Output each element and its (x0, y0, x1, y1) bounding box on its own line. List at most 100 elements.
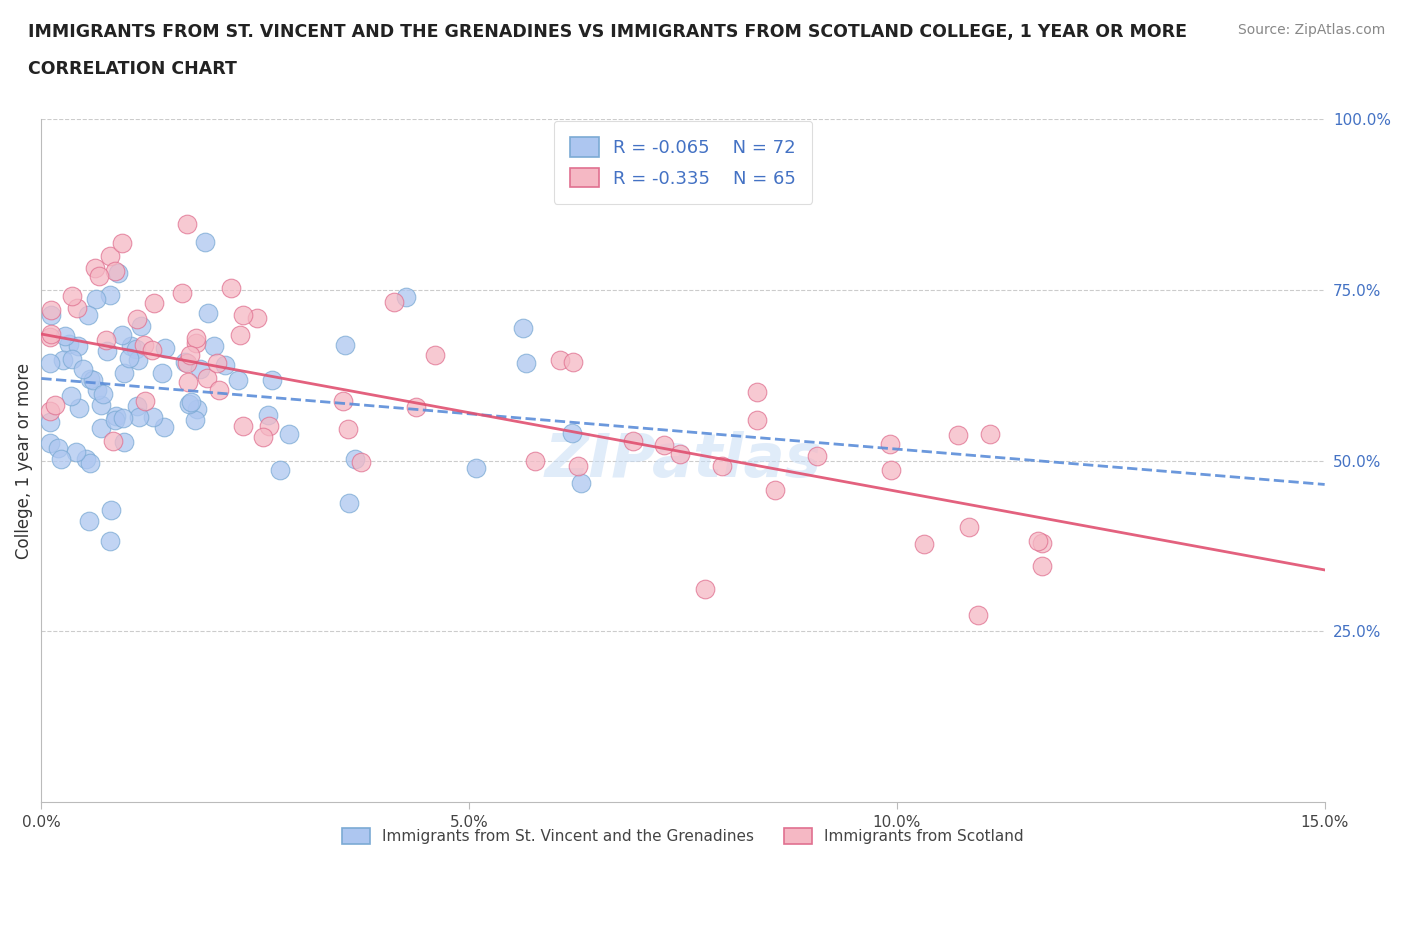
Point (125, 342, 148, 357)
Point (38, 329, 60, 344)
Point (60, 289, 83, 304)
Point (176, 356, 198, 371)
Point (60, 389, 83, 404)
Point (344, 452, 367, 467)
Point (118, 351, 141, 365)
Point (55, 329, 77, 344)
Point (103, 434, 125, 449)
Point (134, 394, 156, 409)
Text: CORRELATION CHART: CORRELATION CHART (28, 60, 238, 78)
Point (745, 412, 768, 427)
Point (569, 476, 592, 491)
Point (246, 311, 269, 325)
Point (44, 398, 66, 413)
Point (66, 339, 89, 353)
Point (153, 340, 176, 355)
Point (79, 371, 101, 386)
Point (561, 426, 583, 441)
Point (226, 373, 249, 388)
Point (277, 427, 299, 442)
Point (96, 332, 118, 347)
Point (405, 399, 427, 414)
Point (567, 458, 589, 473)
Point (127, 399, 149, 414)
Point (180, 394, 202, 409)
Point (336, 422, 359, 437)
Point (332, 394, 354, 409)
Point (350, 455, 373, 470)
Point (152, 419, 174, 434)
Point (957, 519, 980, 534)
Point (38, 355, 60, 370)
Point (946, 428, 969, 443)
Point (763, 483, 786, 498)
Point (747, 385, 769, 400)
Point (259, 418, 281, 433)
Point (333, 338, 356, 352)
Point (58, 337, 80, 352)
Point (141, 343, 163, 358)
Point (127, 352, 149, 367)
Point (515, 356, 537, 371)
Point (111, 327, 134, 342)
Point (87, 269, 110, 284)
Point (262, 372, 284, 387)
Point (179, 348, 201, 363)
Point (173, 354, 195, 369)
Point (52, 352, 75, 367)
Point (257, 408, 280, 423)
Point (111, 410, 134, 425)
Point (177, 375, 200, 390)
Point (465, 460, 488, 475)
Point (184, 331, 207, 346)
Point (38, 415, 60, 430)
Point (197, 305, 219, 320)
Point (879, 463, 901, 478)
Point (183, 413, 205, 428)
Point (205, 355, 228, 370)
Point (912, 536, 935, 551)
Point (1028, 533, 1050, 548)
Point (38, 436, 60, 451)
Point (695, 581, 717, 596)
Point (46, 441, 69, 456)
Point (214, 357, 236, 372)
Point (79, 456, 101, 471)
Point (86, 292, 108, 307)
Point (232, 418, 254, 433)
Point (82, 373, 104, 388)
Point (104, 413, 127, 428)
Point (125, 312, 148, 326)
Point (67, 401, 90, 416)
Legend: Immigrants from St. Vincent and the Grenadines, Immigrants from Scotland: Immigrants from St. Vincent and the Gren… (330, 816, 1036, 857)
Point (90, 421, 112, 436)
Point (979, 427, 1001, 442)
Point (75, 451, 97, 466)
Point (98, 248, 121, 263)
Text: IMMIGRANTS FROM ST. VINCENT AND THE GRENADINES VS IMMIGRANTS FROM SCOTLAND COLLE: IMMIGRANTS FROM ST. VINCENT AND THE GREN… (28, 23, 1187, 41)
Point (96, 343, 118, 358)
Point (548, 352, 571, 367)
Point (395, 289, 418, 304)
Point (806, 449, 828, 464)
Point (423, 348, 446, 363)
Point (208, 383, 231, 398)
Point (86, 382, 108, 397)
Point (562, 355, 585, 370)
Point (512, 321, 534, 336)
Point (879, 437, 901, 452)
Point (172, 286, 194, 300)
Point (621, 433, 644, 448)
Point (186, 402, 208, 417)
Point (142, 410, 165, 425)
Point (190, 362, 212, 377)
Point (229, 327, 252, 342)
Point (202, 339, 225, 353)
Point (1031, 559, 1053, 574)
Point (112, 365, 135, 380)
Text: ZIPatlas: ZIPatlas (544, 431, 821, 490)
Point (39, 326, 62, 341)
Point (252, 430, 274, 445)
Point (129, 318, 152, 333)
Point (77, 514, 100, 529)
